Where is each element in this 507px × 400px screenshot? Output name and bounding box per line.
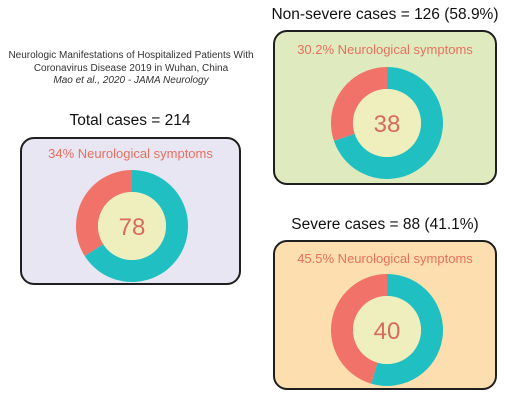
non-severe-cases-subtitle: 30.2% Neurological symptoms (297, 42, 473, 57)
center-count-label: 40 (374, 318, 401, 345)
donut-hole (98, 192, 166, 260)
total-cases-subtitle: 34% Neurological symptoms (48, 146, 213, 161)
slice-neurological (331, 67, 387, 141)
slice-neurological (330, 274, 387, 384)
severe-cases-panel: 45.5% Neurological symptoms 40 (273, 240, 497, 390)
source-title-line2: Coronavirus Disease 2019 in Wuhan, China (33, 62, 229, 74)
slice-other (84, 170, 188, 282)
total-cases-donut: 78 (76, 170, 188, 282)
total-cases-panel: 34% Neurological symptoms 78 (20, 137, 241, 285)
total-cases-title: Total cases = 214 (69, 112, 191, 129)
slice-other (371, 274, 443, 386)
severe-cases-title: Severe cases = 88 (41.1%) (291, 216, 479, 233)
slice-neurological (76, 170, 132, 257)
non-severe-cases-donut: 38 (331, 67, 443, 179)
source-citation: Mao et al., 2020 - JAMA Neurology (53, 75, 209, 86)
source-title-line1: Neurologic Manifestations of Hospitalize… (8, 50, 254, 61)
slice-other (333, 67, 443, 179)
donut-hole (353, 296, 421, 364)
non-severe-cases-title: Non-severe cases = 126 (58.9%) (271, 6, 499, 23)
severe-cases-donut: 40 (330, 274, 443, 386)
donut-hole (353, 89, 421, 157)
center-count-label: 78 (119, 214, 146, 241)
severe-cases-subtitle: 45.5% Neurological symptoms (297, 251, 473, 266)
center-count-label: 38 (374, 111, 401, 138)
source-note: Neurologic Manifestations of Hospitalize… (0, 50, 262, 88)
non-severe-cases-panel: 30.2% Neurological symptoms 38 (273, 30, 497, 185)
